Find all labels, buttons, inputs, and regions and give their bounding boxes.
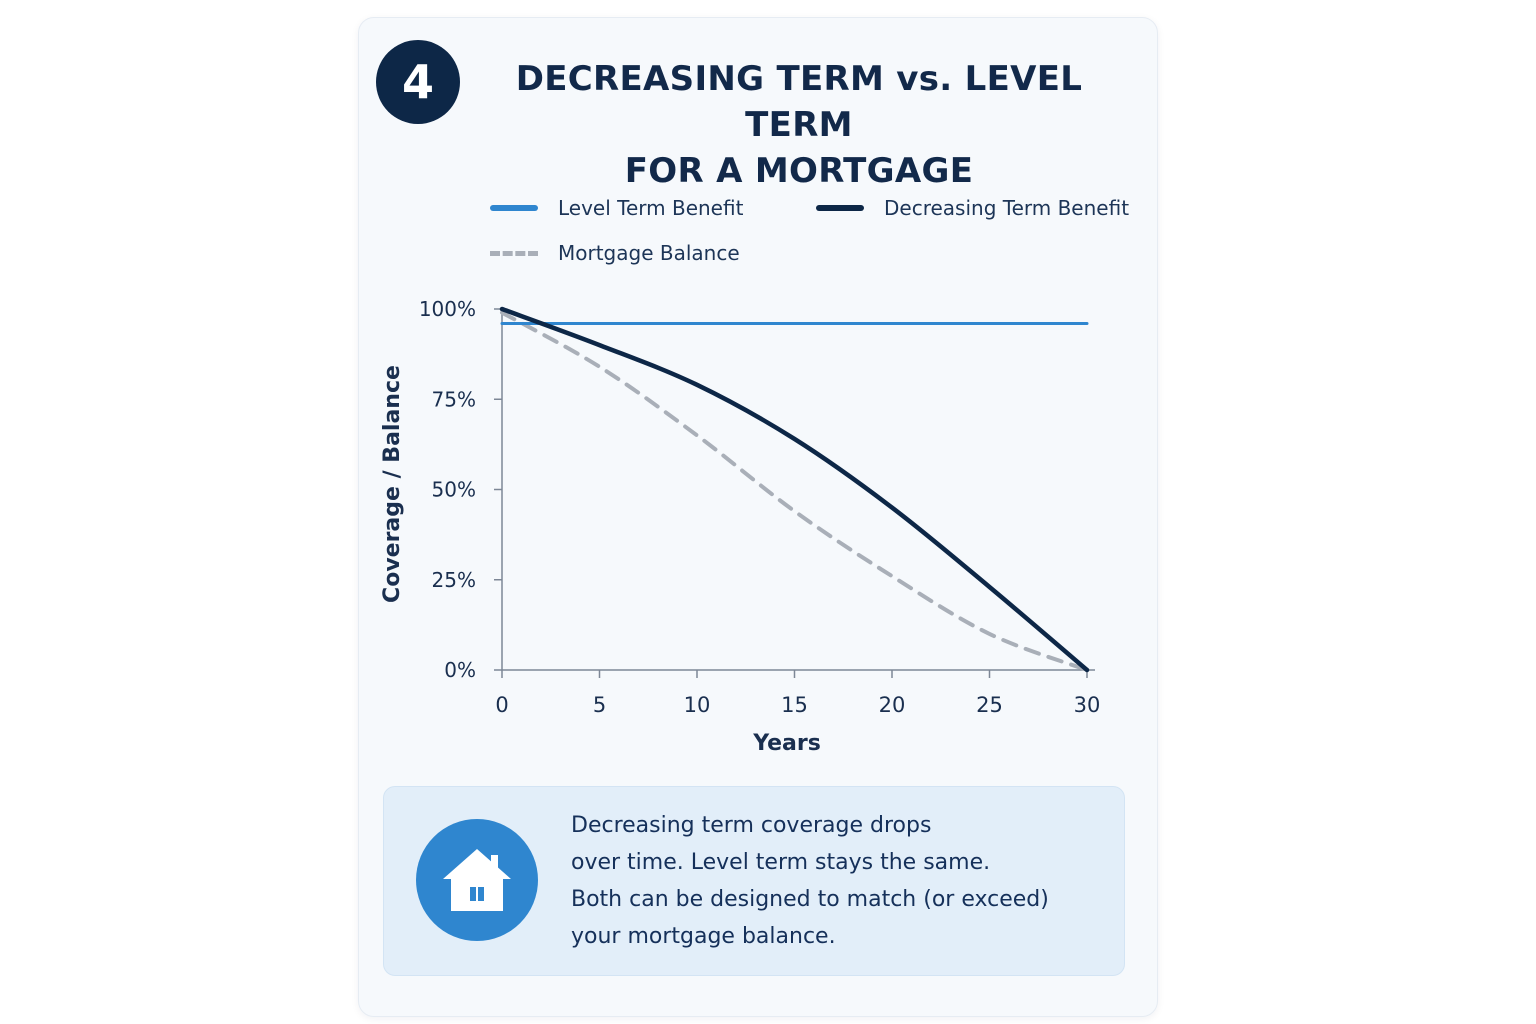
- house-icon: [416, 819, 538, 941]
- x-tick-label: 30: [1074, 693, 1101, 717]
- x-tick-label: 10: [684, 693, 711, 717]
- x-tick-label: 20: [879, 693, 906, 717]
- legend-level-term: Level Term Benefit: [490, 196, 743, 220]
- line-chart: 0% 25% 50% 75% 100% 0 5 10 15 20 25 30 Years Coverage…: [380, 297, 1101, 756]
- legend-swatch-mortgage: [490, 250, 538, 256]
- y-axis-label: Coverage / Balance: [380, 365, 405, 603]
- legend-label-mortgage: Mortgage Balance: [558, 241, 740, 265]
- house-icon-graphic: [443, 849, 511, 911]
- legend-decreasing-term: Decreasing Term Benefit: [816, 196, 1129, 220]
- decreasing-term-benefit-line: [499, 306, 1090, 673]
- x-tick-label: 15: [781, 693, 808, 717]
- y-tick-label: 25%: [432, 568, 476, 592]
- page-title: DECREASING TERM vs. LEVEL TERM FOR A MOR…: [479, 56, 1119, 194]
- x-tick-label: 0: [495, 693, 508, 717]
- step-number-badge: 4: [376, 40, 460, 124]
- y-tick-label: 100%: [419, 297, 476, 321]
- x-axis-label: Years: [752, 731, 821, 756]
- info-callout: Decreasing term coverage drops over time…: [383, 786, 1125, 976]
- callout-line-1: Decreasing term coverage drops: [571, 813, 932, 838]
- callout-line-3: Both can be designed to match (or exceed…: [571, 887, 1049, 912]
- callout-line-4: your mortgage balance.: [571, 924, 836, 949]
- infographic-card: 4 DECREASING TERM vs. LEVEL TERM FOR A M…: [358, 17, 1158, 1017]
- x-tick-label: 5: [593, 693, 606, 717]
- y-tick-label: 50%: [432, 478, 476, 502]
- legend-mortgage-balance: Mortgage Balance: [490, 241, 740, 265]
- x-tick-label: 25: [976, 693, 1003, 717]
- callout-line-2: over time. Level term stays the same.: [571, 850, 991, 875]
- title-line-2: FOR A MORTGAGE: [624, 151, 974, 191]
- legend-swatch-decreasing: [816, 205, 864, 211]
- mortgage-balance-line: [500, 310, 1089, 672]
- legend-label-level: Level Term Benefit: [558, 196, 744, 220]
- y-tick-label: 0%: [444, 658, 476, 682]
- legend-label-decreasing: Decreasing Term Benefit: [884, 196, 1130, 220]
- callout-text: Decreasing term coverage drops over time…: [571, 807, 1111, 955]
- legend-swatch-level: [490, 205, 538, 211]
- y-tick-label: 75%: [432, 387, 476, 411]
- title-line-1: DECREASING TERM vs. LEVEL TERM: [515, 59, 1083, 145]
